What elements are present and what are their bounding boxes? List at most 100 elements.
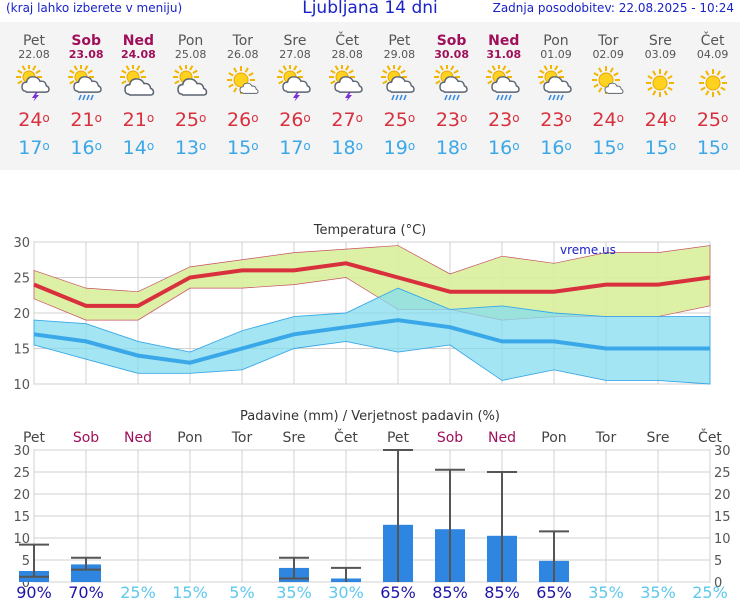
sun-small-cloud-icon — [582, 65, 634, 105]
precipitation-day-label: Sob — [437, 430, 463, 446]
precipitation-probability: 85% — [484, 583, 520, 600]
sun-cloud-icon — [165, 64, 217, 105]
day-column: Sob 30.08 23o 18o — [426, 22, 478, 159]
max-temperature: 24o — [644, 109, 677, 131]
precipitation-tick-label-left: 15 — [13, 510, 30, 525]
precipitation-probability: 30% — [328, 583, 364, 600]
precipitation-chart: Padavine (mm) / Verjetnost padavin (%) Pe… — [13, 409, 731, 600]
precipitation-day-label: Pet — [23, 430, 46, 446]
sun-cloud-rain-icon — [373, 64, 425, 105]
max-temperature: 25o — [174, 109, 207, 131]
precipitation-day-label: Pon — [541, 430, 566, 446]
precipitation-probability: 35% — [276, 583, 312, 600]
precipitation-day-label: Ned — [124, 430, 152, 446]
temperature-tick-label: 25 — [13, 272, 30, 287]
day-name: Pon — [543, 33, 569, 49]
day-date: 29.08 — [383, 48, 416, 61]
page-title: Ljubljana 14 dni — [302, 0, 438, 18]
max-temperature: 26o — [279, 109, 311, 131]
precipitation-chart-title: Padavine (mm) / Verjetnost padavin (%) — [240, 409, 500, 424]
max-temperature: 24o — [18, 109, 50, 131]
day-date: 25.08 — [174, 48, 207, 61]
temperature-tick-label: 10 — [13, 378, 30, 393]
min-temperature: 15o — [644, 137, 677, 159]
min-temperature: 16o — [488, 137, 520, 159]
sun-cloud-rain-icon — [60, 64, 112, 105]
precipitation-probability: 65% — [536, 583, 572, 600]
max-temperature: 26o — [227, 109, 259, 131]
max-temperature: 21o — [70, 109, 102, 131]
day-date: 28.08 — [331, 48, 363, 61]
precipitation-tick-label-right: 0 — [714, 576, 722, 591]
sun-cloud-storm-icon — [321, 64, 373, 105]
precipitation-tick-label-left: 0 — [22, 576, 30, 591]
precipitation-tick-label-right: 20 — [714, 488, 731, 503]
sun-cloud-rain-icon — [530, 64, 582, 105]
precipitation-day-label: Ned — [488, 430, 516, 446]
header: (kraj lahko izberete v meniju) Ljubljana… — [0, 0, 740, 20]
precipitation-probability: 25% — [120, 583, 156, 600]
precipitation-day-label: Čet — [698, 428, 722, 446]
day-date: 04.09 — [696, 48, 729, 61]
sun-cloud-storm-icon — [269, 64, 321, 105]
day-column: Pon 01.09 23o 16o — [530, 22, 582, 159]
day-name: Pon — [177, 33, 204, 49]
temperature-tick-label: 20 — [13, 307, 30, 322]
precipitation-tick-label-right: 30 — [714, 444, 731, 459]
min-temperature: 16o — [540, 137, 572, 159]
precipitation-probability: 5% — [229, 583, 254, 600]
sun-icon — [634, 65, 686, 105]
max-temperature: 27o — [331, 109, 363, 131]
sun-icon — [687, 65, 739, 105]
sun-cloud-storm-icon — [8, 64, 60, 105]
day-name: Ned — [488, 33, 520, 49]
precipitation-probability: 90% — [16, 583, 52, 600]
day-column: Sre 03.09 24o 15o — [634, 22, 686, 160]
min-temperature: 17o — [279, 137, 311, 159]
temperature-chart: Temperatura (°C) 10 15 20 25 30 vreme.us — [13, 223, 711, 393]
min-temperature: 18o — [435, 137, 468, 159]
precipitation-probability: 25% — [692, 583, 728, 600]
min-temperature: 18o — [331, 137, 363, 159]
precipitation-tick-label-right: 15 — [714, 510, 731, 525]
precipitation-probability: 65% — [380, 583, 416, 600]
daily-forecast-strip: Pet 22.08 24o 17o Sob 23.08 21o 16o Ned 24.08 2… — [0, 22, 740, 170]
precipitation-tick-label-right: 5 — [714, 554, 722, 569]
precipitation-tick-label-left: 20 — [13, 488, 30, 503]
max-temperature: 25o — [383, 109, 416, 131]
day-column: Sob 23.08 21o 16o — [60, 22, 112, 159]
day-date: 27.08 — [279, 48, 311, 61]
day-column: Pet 29.08 25o 19o — [373, 22, 425, 159]
day-column: Pet 22.08 24o 17o — [8, 22, 60, 159]
day-name: Tor — [597, 33, 619, 49]
min-temperature: 13o — [174, 137, 207, 159]
sun-cloud-rain-icon — [478, 64, 530, 105]
temperature-tick-label: 15 — [13, 343, 30, 358]
sun-cloud-rain-icon — [426, 64, 478, 105]
day-column: Ned 31.08 23o 16o — [478, 22, 530, 159]
min-temperature: 19o — [383, 137, 416, 159]
precipitation-probability: 85% — [432, 583, 468, 600]
min-temperature: 17o — [18, 137, 50, 159]
precipitation-day-label: Sre — [283, 430, 306, 446]
sun-cloud-icon — [112, 64, 164, 105]
max-temperature: 24o — [592, 109, 624, 131]
day-name: Sre — [283, 33, 307, 49]
precipitation-tick-label-right: 25 — [714, 466, 731, 481]
day-date: 26.08 — [227, 48, 259, 61]
min-temperature: 15o — [227, 137, 259, 159]
min-temperature: 15o — [592, 137, 624, 159]
tmax-range-band — [33, 245, 711, 321]
last-updated: Zadnja posodobitev: 22.08.2025 - 10:24 — [492, 1, 734, 15]
day-name: Sob — [436, 33, 467, 49]
precipitation-tick-label-left: 25 — [13, 466, 30, 481]
sun-small-cloud-icon — [217, 65, 269, 105]
day-date: 03.09 — [644, 48, 677, 61]
day-name: Pet — [388, 33, 411, 49]
day-date: 23.08 — [68, 48, 104, 61]
precipitation-day-label: Tor — [231, 430, 253, 446]
day-column: Sre 27.08 26o 17o — [269, 22, 321, 159]
day-name: Čet — [335, 33, 360, 49]
day-date: 22.08 — [18, 48, 50, 61]
day-name: Pet — [22, 33, 46, 49]
